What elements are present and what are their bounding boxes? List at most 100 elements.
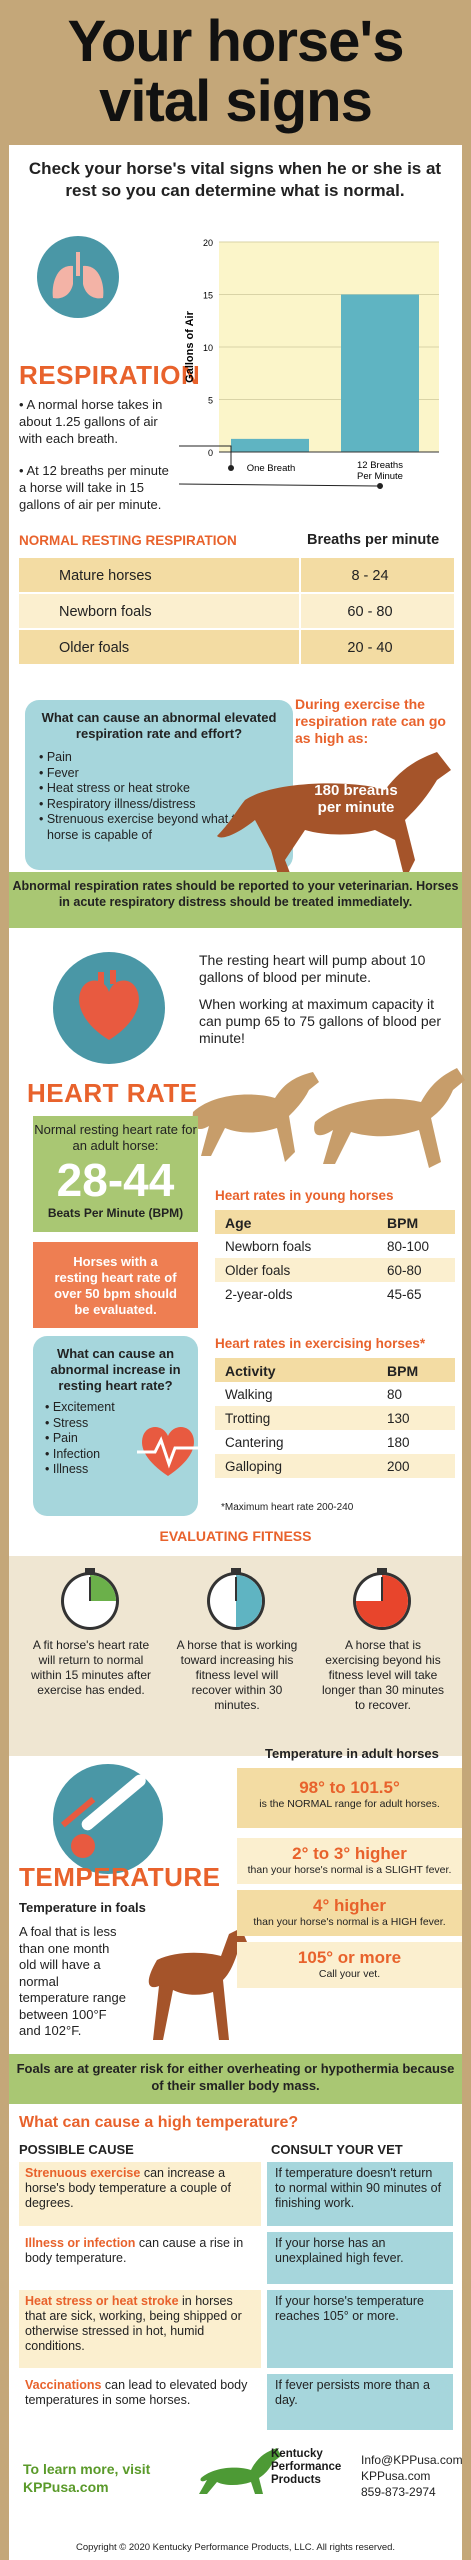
callout-line	[179, 445, 232, 466]
table-col-label: Age	[225, 1215, 252, 1231]
learn-more: To learn more, visit KPPusa.com	[23, 2461, 151, 2495]
max-respiration-rate: 180 breaths per minute	[314, 782, 398, 816]
row-bpm: 80	[387, 1387, 403, 1402]
consult-vet-cell: If temperature doesn't return to normal …	[267, 2162, 453, 2226]
chart-bar	[231, 438, 309, 452]
temperature-heading: TEMPERATURE	[19, 1862, 221, 1892]
respiration-fact-2: • At 12 breaths per minute a horse will …	[19, 463, 169, 512]
stopwatch-icon	[205, 1568, 267, 1630]
y-tick-label: 10	[203, 343, 213, 353]
row-label: Cantering	[225, 1435, 284, 1450]
respiration-cause-item: • Pain	[39, 750, 72, 764]
heart-fact-2: When working at maximum capacity it can …	[199, 996, 442, 1046]
row-label: Walking	[225, 1387, 273, 1402]
callout-dot	[377, 483, 383, 489]
high-temperature-heading: What can cause a high temperature?	[19, 2114, 299, 2131]
contact-info: Info@KPPusa.com KPPusa.com 859-873-2974	[361, 2452, 463, 2500]
respiration-table-row: Mature horses 8 - 24	[19, 558, 454, 594]
consult-vet-cell: If your horse's temperature reaches 105°…	[267, 2290, 453, 2368]
fitness-description: A horse that is exercising beyond his fi…	[321, 1638, 445, 1712]
temperature-value: 2° to 3° higher	[292, 1844, 407, 1863]
foal-temperature-title: Temperature in foals	[19, 1900, 146, 1915]
possible-cause-column-header: POSSIBLE CAUSE	[19, 2142, 134, 2157]
heart-cause-item: • Excitement	[45, 1400, 115, 1414]
row-bpm: 130	[387, 1411, 410, 1426]
exercise-heart-rate-row: Walking 80	[215, 1382, 455, 1406]
lungs-icon	[37, 236, 119, 318]
temperature-description: is the NORMAL range for adult horses.	[259, 1798, 440, 1810]
age-group-label: Older foals	[59, 640, 130, 656]
temperature-value: 105° or more	[297, 1948, 402, 1967]
cause-name: Strenuous exercise	[25, 2166, 144, 2180]
respiration-table-row: Older foals 20 - 40	[19, 630, 454, 666]
young-heart-rate-row: Newborn foals 80-100	[215, 1234, 455, 1258]
breaths-value: 60 - 80	[299, 594, 439, 630]
learn-more-link[interactable]: KPPusa.com	[23, 2479, 109, 2495]
normal-heart-rate-box: Normal resting heart rate for an adult h…	[33, 1116, 198, 1232]
consult-vet-column-header: CONSULT YOUR VET	[271, 2142, 403, 2157]
company-logo-text: Kentucky Performance Products	[271, 2448, 342, 2486]
heart-rate-alert: Horses with a resting heart rate of over…	[33, 1242, 198, 1328]
fitness-heading: EVALUATING FITNESS	[159, 1528, 312, 1544]
cause-name: Illness or infection	[25, 2236, 139, 2250]
young-heart-rates-title: Heart rates in young horses	[215, 1188, 394, 1203]
temperature-range-box: 105° or more Call your vet.	[237, 1942, 462, 1988]
x-tick-label: 12 Breaths	[357, 460, 403, 471]
contact-phone[interactable]: 859-873-2974	[361, 2485, 436, 2499]
y-tick-label: 20	[203, 238, 213, 248]
exercise-heart-rate-row: Cantering 180	[215, 1430, 455, 1454]
infographic: Your horse's vital signs Check your hors…	[9, 0, 465, 2560]
fitness-description: A horse that is working toward increasin…	[176, 1638, 298, 1712]
consult-vet-cell: If fever persists more than a day.	[267, 2374, 453, 2430]
foal-temperature-text: A foal that is less than one month old w…	[19, 1924, 126, 2038]
row-label: Newborn foals	[225, 1239, 312, 1254]
heart-cause-item: • Stress	[45, 1415, 89, 1430]
possible-cause-cell: Illness or infection can cause a rise in…	[19, 2232, 261, 2284]
fitness-description: A fit horse's heart rate will return to …	[30, 1638, 152, 1697]
heartbeat-icon	[137, 1427, 199, 1476]
intro-text: Check your horse's vital signs when he o…	[28, 159, 442, 200]
adult-temperature-title: Temperature in adult horses	[265, 1746, 439, 1761]
respiration-warning: Abnormal respiration rates should be rep…	[9, 872, 462, 928]
respiration-cause-item: • Strenuous exercise beyond what the hor…	[39, 812, 250, 842]
row-bpm: 200	[387, 1459, 410, 1474]
thermometer-icon	[53, 1764, 163, 1874]
copyright: Copyright © 2020 Kentucky Performance Pr…	[75, 2542, 396, 2553]
table-header-row: Activity BPM	[215, 1358, 455, 1382]
table-col-label: Activity	[225, 1363, 276, 1379]
young-heart-rate-row: 2-year-olds 45-65	[215, 1282, 455, 1306]
respiration-table-header: NORMAL RESTING RESPIRATION Breaths per m…	[19, 532, 440, 548]
breaths-value: 20 - 40	[299, 630, 439, 666]
temperature-range-box: 98° to 101.5° is the NORMAL range for adu…	[237, 1768, 462, 1828]
heart-cause-item: • Infection	[45, 1446, 101, 1461]
respiration-cause-item: • Heat stress or heat stroke	[39, 781, 190, 795]
age-group-label: Mature horses	[59, 568, 152, 584]
temperature-description: than your horse's normal is a HIGH fever…	[253, 1916, 446, 1928]
respiration-table-row: Newborn foals 60 - 80	[19, 594, 454, 630]
chart-bar	[341, 294, 419, 452]
y-axis-label: Gallons of Air	[184, 310, 196, 382]
page-title: Your horse's vital signs	[67, 9, 405, 134]
possible-cause-cell: Heat stress or heat stroke in horses tha…	[19, 2290, 261, 2368]
exercise-heart-rate-row: Galloping 200	[215, 1454, 455, 1478]
respiration-fact-1: • A normal horse takes in about 1.25 gal…	[19, 397, 163, 446]
row-bpm: 60-80	[387, 1263, 422, 1278]
heart-cause-item: • Pain	[45, 1431, 78, 1445]
heart-causes-box: What can cause an abnormal increase in r…	[33, 1336, 198, 1516]
contact-website[interactable]: KPPusa.com	[361, 2469, 431, 2483]
temperature-description: Call your vet.	[318, 1968, 381, 1980]
stopwatch-icon	[351, 1568, 413, 1630]
consult-vet-cell: If your horse has an unexplained high fe…	[267, 2232, 453, 2284]
exercise-respiration-note: During exercise the respiration rate can…	[295, 696, 446, 746]
row-bpm: 45-65	[387, 1287, 422, 1302]
row-bpm: 80-100	[387, 1239, 430, 1254]
temperature-range-box: 4° higher than your horse's normal is a H…	[237, 1890, 462, 1936]
table-col-bpm: BPM	[387, 1215, 419, 1231]
age-group-label: Newborn foals	[59, 604, 152, 620]
cause-name: Vaccinations	[25, 2378, 105, 2392]
contact-email[interactable]: Info@KPPusa.com	[361, 2453, 463, 2467]
respiration-table: Mature horses 8 - 24 Newborn foals 60 - 80 O…	[19, 558, 454, 666]
heart-cause-item: • Illness	[45, 1462, 89, 1476]
callout-line	[179, 483, 378, 487]
possible-cause-cell: Strenuous exercise can increase a horse'…	[19, 2162, 261, 2226]
